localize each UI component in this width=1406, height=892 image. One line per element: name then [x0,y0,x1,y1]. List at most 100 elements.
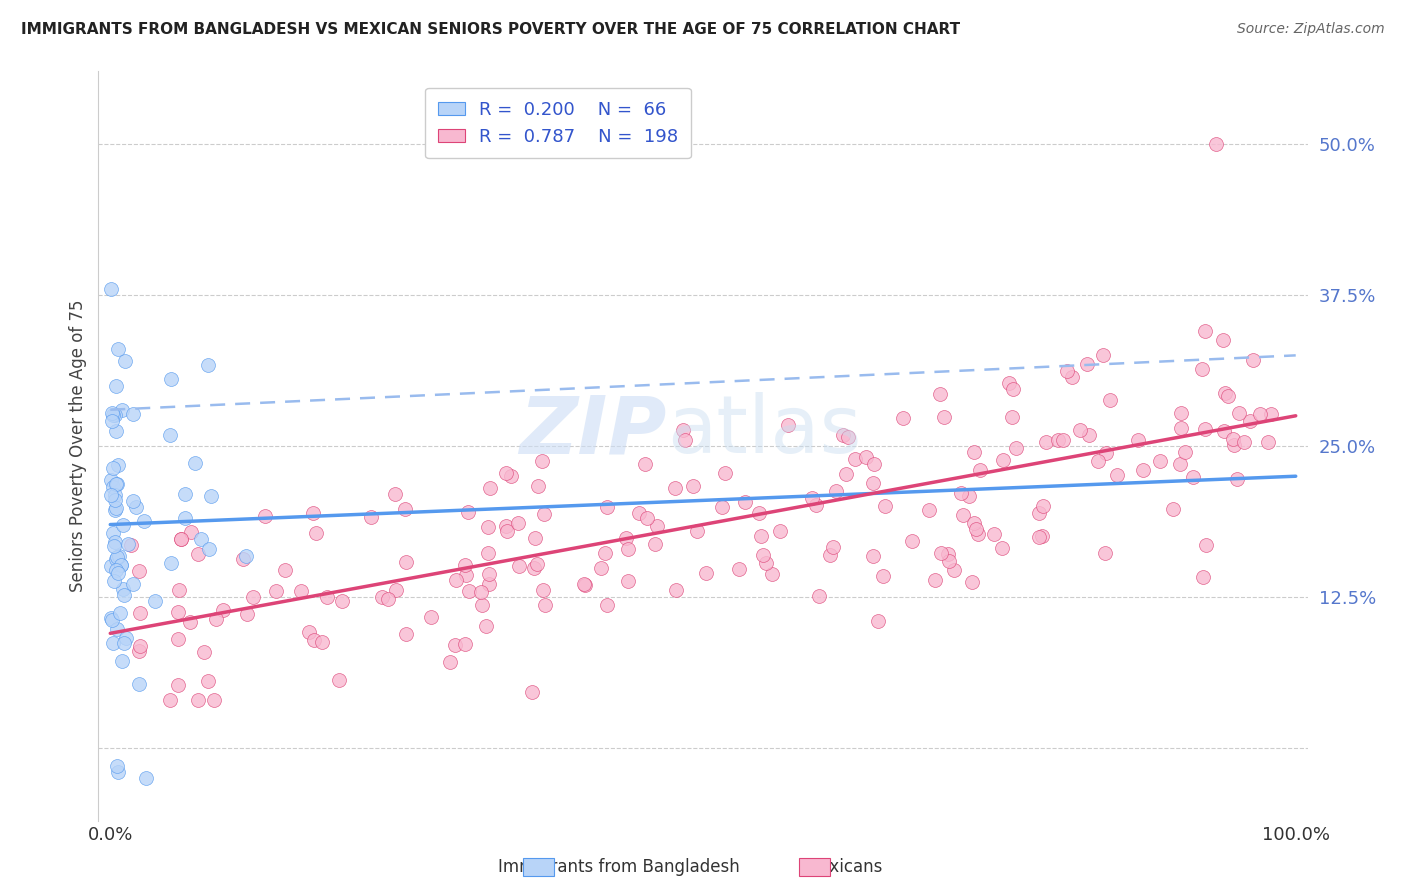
Point [110,558,132,572]
Point [808,589,831,603]
Point [868,614,890,628]
Point [991,541,1014,555]
Point [855,450,877,464]
Point [478,577,501,591]
Point [1227,406,1250,420]
Point [1060,369,1083,384]
Point [1194,538,1216,552]
Point [128,677,150,691]
Point [734,494,756,508]
Point [159,428,181,442]
Point [806,498,828,512]
Point [918,503,941,517]
Point [967,527,990,541]
Point [328,673,350,688]
Point [193,645,215,659]
Point [682,479,704,493]
Point [1182,470,1205,484]
Point [1005,441,1028,455]
Point [1132,463,1154,477]
Point [167,678,190,692]
Point [1028,506,1050,520]
Point [104,502,127,516]
Point [456,568,478,582]
Point [110,606,132,620]
Point [108,549,131,564]
Point [179,615,201,629]
Point [1035,434,1057,449]
Point [1094,546,1116,560]
Point [253,509,276,524]
Point [614,531,637,545]
Text: Source: ZipAtlas.com: Source: ZipAtlas.com [1237,22,1385,37]
Point [1226,472,1249,486]
Point [129,639,152,653]
Point [169,583,191,598]
Point [395,555,418,569]
Point [298,624,321,639]
Point [101,414,124,428]
Point [748,506,770,520]
Point [360,510,382,524]
Point [242,590,264,604]
Point [952,508,974,522]
Point [1249,407,1271,421]
Point [205,612,228,626]
Point [1031,529,1053,543]
Point [112,582,135,596]
Point [117,537,139,551]
Point [458,584,481,599]
Point [479,482,502,496]
Text: Immigrants from Bangladesh: Immigrants from Bangladesh [498,858,740,876]
Point [304,525,326,540]
Point [1205,136,1227,151]
Point [384,487,406,501]
Point [929,546,952,560]
Point [993,453,1015,467]
Point [114,631,136,645]
Point [202,693,225,707]
Point [534,598,557,612]
Point [749,529,772,543]
Point [187,547,209,561]
Point [103,636,125,650]
Point [891,410,914,425]
Point [824,483,846,498]
Point [419,610,441,624]
Point [444,638,467,652]
Point [235,607,257,621]
Point [711,500,734,515]
Point [844,451,866,466]
Point [198,541,221,556]
Point [508,558,530,573]
Point [644,536,666,550]
Point [820,548,842,562]
Point [105,623,128,637]
Point [1192,570,1215,584]
Point [1194,324,1216,338]
Point [983,526,1005,541]
Point [111,402,134,417]
Point [103,461,125,475]
Point [1239,415,1261,429]
Point [769,524,792,538]
Point [103,525,125,540]
Point [495,519,517,533]
Point [1046,434,1069,448]
Point [112,518,135,533]
Point [523,532,546,546]
Point [1243,353,1265,368]
Point [664,481,686,495]
Point [105,476,128,491]
Point [105,477,128,491]
Point [872,569,894,583]
Point [121,577,143,591]
Point [645,519,668,533]
Point [104,378,127,392]
Point [1213,425,1236,439]
Point [159,693,181,707]
Point [128,564,150,578]
Point [385,582,408,597]
Point [124,500,146,514]
Point [371,590,394,604]
